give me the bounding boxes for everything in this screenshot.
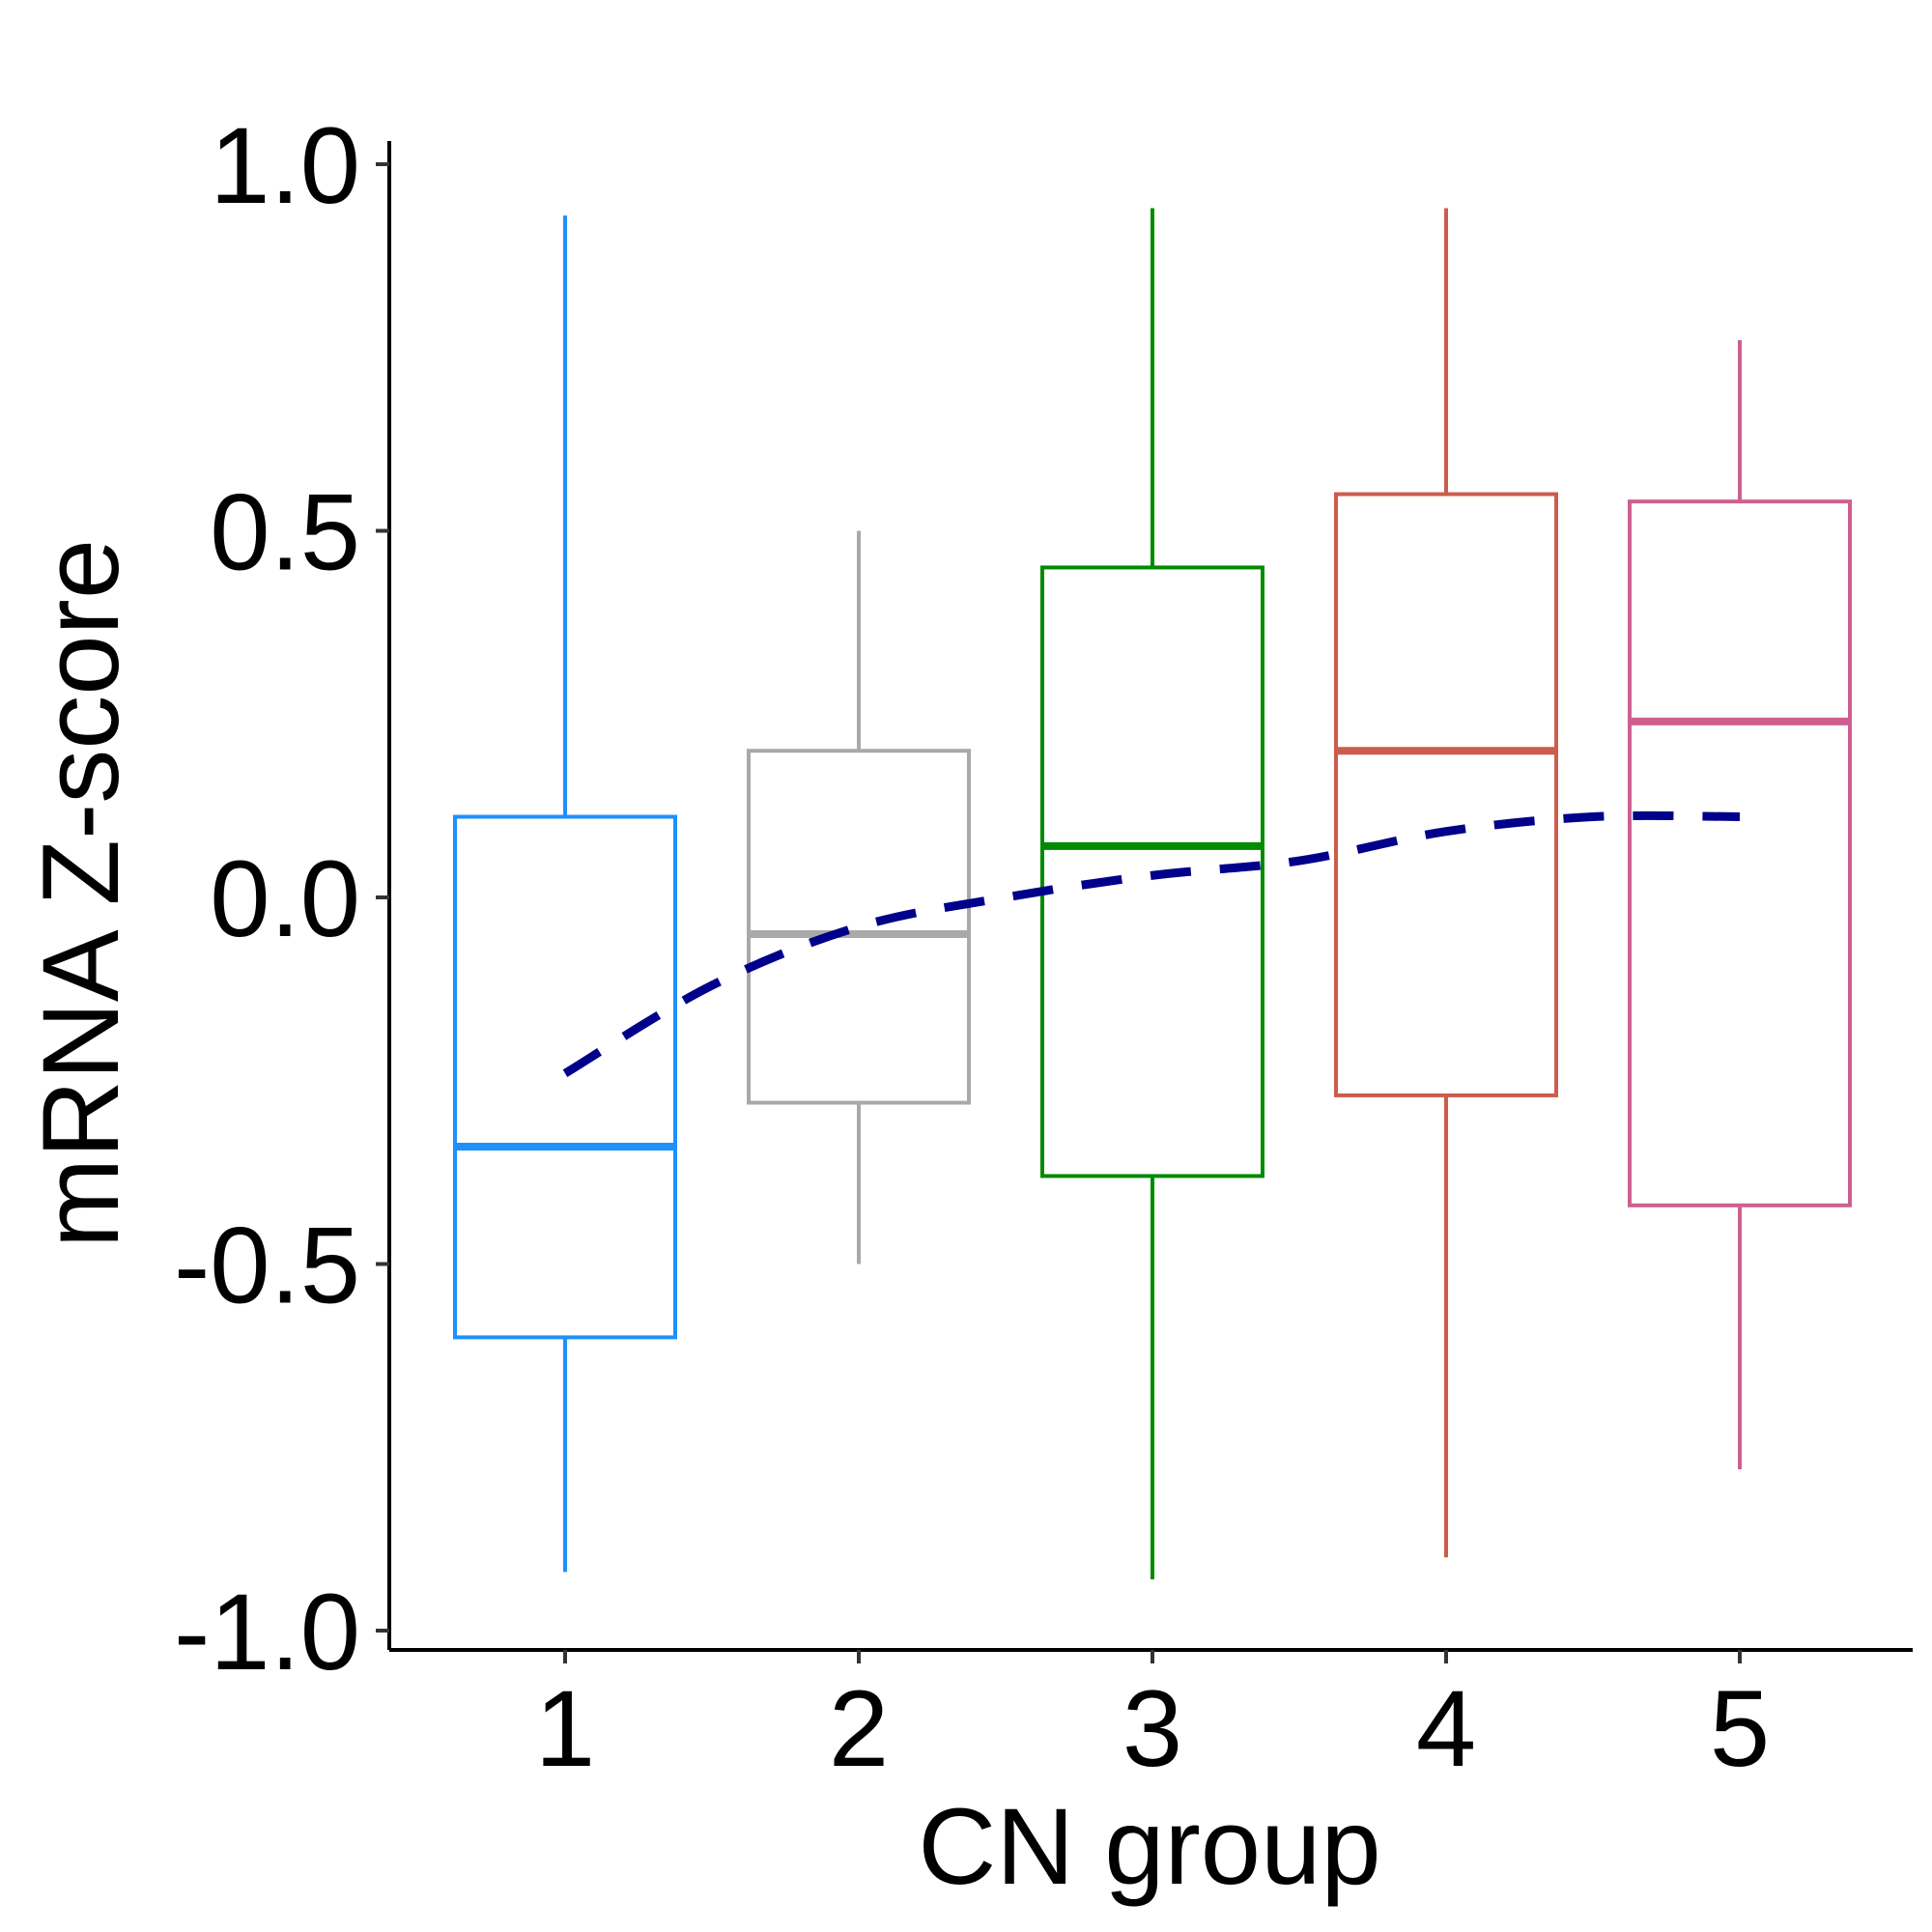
box-group-1 (453, 215, 677, 1573)
iqr-box (1628, 499, 1852, 1208)
x-axis-title: CN group (918, 1786, 1380, 1907)
x-tick-label: 1 (535, 1668, 595, 1789)
trend-line (562, 810, 1741, 1078)
y-tick-label: 0.5 (210, 472, 360, 593)
y-tick-label: -1.0 (174, 1572, 360, 1692)
iqr-box (1040, 565, 1264, 1179)
y-tick-label: 0.0 (210, 838, 360, 959)
y-tick-label: 1.0 (210, 105, 360, 226)
y-axis-title: mRNA Z-score (20, 539, 141, 1248)
axes-layer: -1.0 -0.5 0.0 0.5 1.0 1 2 3 4 5 (174, 105, 1913, 1789)
box-group-2 (747, 530, 971, 1264)
iqr-box (747, 749, 971, 1105)
boxes-layer (453, 208, 1852, 1579)
x-tick-label: 2 (829, 1668, 889, 1789)
trend-layer (562, 810, 1741, 1078)
box-group-4 (1334, 208, 1558, 1558)
y-tick-label: -0.5 (174, 1206, 360, 1326)
box-group-3 (1040, 208, 1264, 1579)
x-tick-label: 3 (1122, 1668, 1182, 1789)
iqr-box (453, 814, 677, 1340)
box-group-5 (1628, 340, 1852, 1470)
iqr-box (1334, 492, 1558, 1097)
x-tick-label: 4 (1416, 1668, 1476, 1789)
x-tick-label: 5 (1710, 1668, 1770, 1789)
